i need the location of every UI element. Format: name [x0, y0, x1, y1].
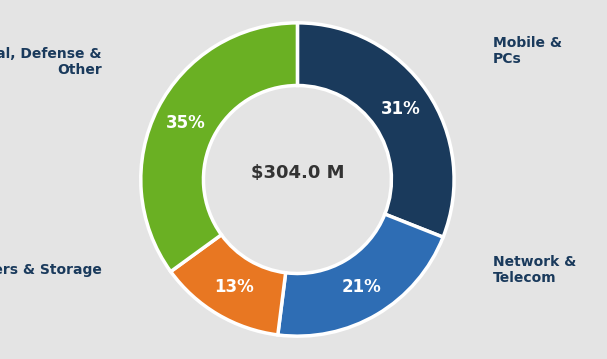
Wedge shape	[278, 214, 443, 336]
Text: 31%: 31%	[381, 100, 421, 118]
Text: 21%: 21%	[341, 278, 381, 297]
Text: Industrial, Defense &
Other: Industrial, Defense & Other	[0, 47, 101, 77]
Text: Servers & Storage: Servers & Storage	[0, 264, 101, 278]
Text: Network &
Telecom: Network & Telecom	[493, 255, 577, 285]
Wedge shape	[141, 23, 297, 271]
Text: Mobile &
PCs: Mobile & PCs	[493, 36, 562, 66]
Wedge shape	[297, 23, 454, 237]
Text: $304.0 M: $304.0 M	[251, 164, 344, 182]
Wedge shape	[171, 235, 286, 335]
Text: 35%: 35%	[166, 113, 206, 132]
Text: 13%: 13%	[214, 278, 254, 297]
